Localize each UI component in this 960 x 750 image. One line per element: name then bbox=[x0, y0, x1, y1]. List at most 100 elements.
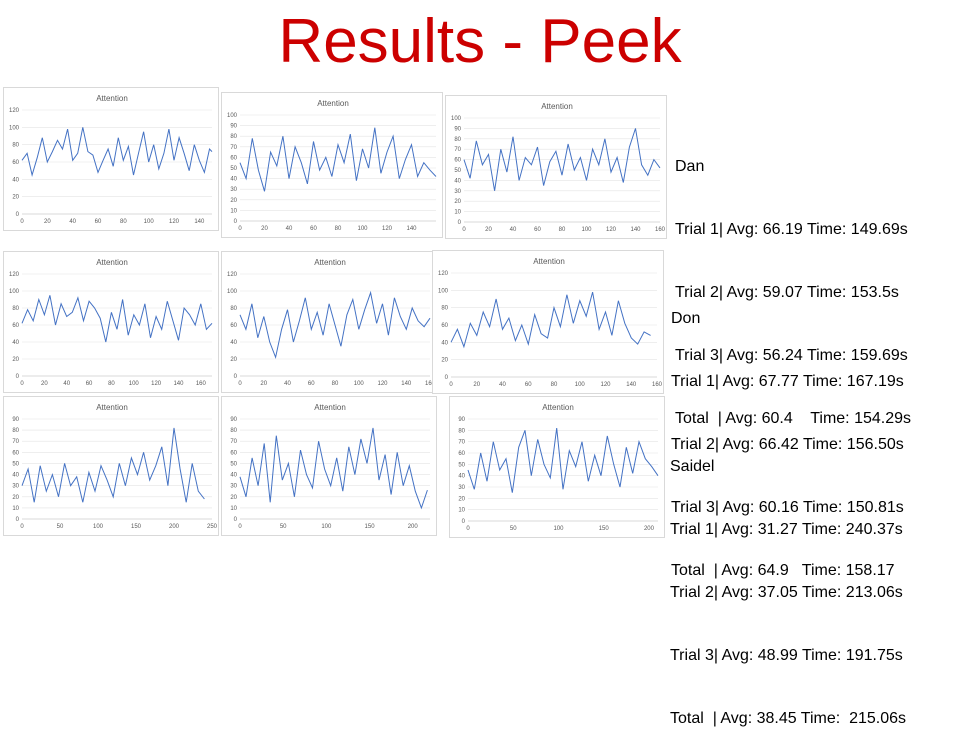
y-tick-label: 10 bbox=[12, 506, 19, 512]
y-tick-label: 70 bbox=[230, 145, 237, 151]
chart-svg: Attention 0 20 40 60 80 100 120 0 20 40 60 80 100 120 1… bbox=[227, 258, 436, 387]
y-tick-label: 80 bbox=[230, 428, 237, 434]
attention-series-line bbox=[21, 427, 205, 503]
chart-svg: Attention 0 20 40 60 80 100 120 0 20 40 60 80 100 120 1… bbox=[438, 257, 663, 388]
x-tick-label: 100 bbox=[553, 526, 564, 532]
x-tick-label: 0 bbox=[238, 226, 242, 232]
x-tick-label: 40 bbox=[63, 381, 70, 387]
x-tick-label: 120 bbox=[169, 219, 180, 225]
x-tick-label: 60 bbox=[534, 227, 541, 233]
x-tick-label: 20 bbox=[261, 226, 268, 232]
y-tick-label: 70 bbox=[458, 440, 465, 446]
y-tick-label: 80 bbox=[12, 143, 19, 149]
y-tick-label: 100 bbox=[9, 125, 20, 131]
y-tick-label: 100 bbox=[438, 288, 449, 294]
attention-series-line bbox=[239, 427, 428, 510]
chart-svg: Attention 0 10 20 30 40 50 60 70 80 90 0 50 100 150 200 bbox=[458, 403, 659, 532]
y-tick-label: 40 bbox=[458, 474, 465, 480]
x-tick-label: 60 bbox=[86, 381, 93, 387]
y-tick-label: 40 bbox=[230, 340, 237, 346]
attention-series-line bbox=[21, 127, 213, 177]
x-tick-label: 20 bbox=[41, 381, 48, 387]
y-tick-label: 20 bbox=[441, 358, 448, 364]
x-tick-label: 60 bbox=[310, 226, 317, 232]
y-tick-label: 70 bbox=[12, 439, 19, 445]
attention-series-line bbox=[239, 290, 431, 360]
y-tick-label: 70 bbox=[230, 439, 237, 445]
chart-title: Attention bbox=[96, 403, 128, 412]
person-name: Don bbox=[671, 310, 701, 327]
x-tick-label: 160 bbox=[196, 381, 207, 387]
attention-series-line bbox=[463, 128, 661, 191]
x-tick-label: 100 bbox=[575, 382, 586, 388]
x-tick-label: 40 bbox=[499, 382, 506, 388]
x-tick-label: 100 bbox=[129, 381, 140, 387]
x-tick-label: 0 bbox=[449, 382, 453, 388]
y-tick-label: 0 bbox=[458, 220, 462, 226]
x-tick-label: 0 bbox=[462, 227, 466, 233]
x-tick-label: 50 bbox=[57, 524, 64, 530]
total-line: Total | Avg: 38.45 Time: 215.06s bbox=[670, 710, 907, 727]
y-tick-label: 30 bbox=[12, 484, 19, 490]
trial-line: Trial 1| Avg: 67.77 Time: 167.19s bbox=[671, 373, 904, 390]
y-tick-label: 70 bbox=[454, 147, 461, 153]
y-tick-label: 80 bbox=[230, 306, 237, 312]
attention-chart-1: Attention 0 20 40 60 80 100 120 0 20 40 60 80 100 120 1… bbox=[3, 87, 219, 231]
chart-svg: Attention 0 20 40 60 80 100 120 0 20 40 60 80 100 120 1… bbox=[9, 94, 213, 225]
y-tick-label: 10 bbox=[230, 506, 237, 512]
y-tick-label: 100 bbox=[451, 116, 462, 122]
x-tick-label: 100 bbox=[93, 524, 104, 530]
y-tick-label: 0 bbox=[462, 519, 466, 525]
y-tick-label: 60 bbox=[230, 155, 237, 161]
total-line: Total | Avg: 60.4 Time: 154.29s bbox=[675, 410, 911, 427]
attention-chart-9: Attention 0 10 20 30 40 50 60 70 80 90 0 50 100 150 200 bbox=[449, 396, 665, 538]
x-tick-label: 0 bbox=[20, 219, 24, 225]
x-tick-label: 50 bbox=[280, 524, 287, 530]
trial-line: Trial 3| Avg: 48.99 Time: 191.75s bbox=[670, 647, 903, 664]
y-tick-label: 40 bbox=[12, 473, 19, 479]
x-tick-label: 60 bbox=[525, 382, 532, 388]
y-tick-label: 90 bbox=[230, 417, 237, 423]
x-tick-label: 150 bbox=[599, 526, 610, 532]
y-tick-label: 30 bbox=[458, 485, 465, 491]
attention-chart-8: Attention 0 10 20 30 40 50 60 70 80 90 0 50 100 150 200 bbox=[221, 396, 437, 536]
x-tick-label: 60 bbox=[95, 219, 102, 225]
y-tick-label: 120 bbox=[9, 108, 20, 114]
attention-chart-3: Attention 0 10 20 30 40 50 60 70 80 90 100 0 20 40 60 80… bbox=[445, 95, 667, 239]
y-tick-label: 0 bbox=[16, 374, 20, 380]
y-tick-label: 0 bbox=[445, 375, 449, 381]
person-name: Dan bbox=[675, 158, 705, 175]
y-tick-label: 20 bbox=[230, 357, 237, 363]
x-tick-label: 80 bbox=[335, 226, 342, 232]
y-tick-label: 100 bbox=[227, 289, 238, 295]
y-tick-label: 80 bbox=[12, 428, 19, 434]
y-tick-label: 20 bbox=[458, 496, 465, 502]
y-tick-label: 80 bbox=[12, 306, 19, 312]
y-tick-label: 30 bbox=[454, 189, 461, 195]
chart-title: Attention bbox=[314, 403, 346, 412]
y-tick-label: 20 bbox=[454, 199, 461, 205]
x-tick-label: 140 bbox=[401, 381, 412, 387]
y-tick-label: 50 bbox=[230, 461, 237, 467]
attention-series-line bbox=[450, 291, 651, 349]
x-tick-label: 200 bbox=[169, 524, 180, 530]
attention-chart-7: Attention 0 10 20 30 40 50 60 70 80 90 0 50 100 150 200… bbox=[3, 396, 219, 536]
x-tick-label: 160 bbox=[425, 381, 436, 387]
y-tick-label: 60 bbox=[230, 450, 237, 456]
y-tick-label: 90 bbox=[230, 124, 237, 130]
y-tick-label: 10 bbox=[230, 208, 237, 214]
stats-saidel: Saidel Trial 1| Avg: 31.27 Time: 240.37s… bbox=[670, 414, 906, 750]
x-tick-label: 80 bbox=[551, 382, 558, 388]
y-tick-label: 90 bbox=[454, 126, 461, 132]
chart-svg: Attention 0 10 20 30 40 50 60 70 80 90 100 0 20 40 60 80… bbox=[451, 102, 666, 233]
attention-chart-6: Attention 0 20 40 60 80 100 120 0 20 40 60 80 100 120 1… bbox=[432, 250, 664, 394]
y-tick-label: 10 bbox=[458, 508, 465, 514]
y-tick-label: 40 bbox=[230, 473, 237, 479]
x-tick-label: 0 bbox=[20, 381, 24, 387]
trial-line: Trial 2| Avg: 66.42 Time: 156.50s bbox=[671, 436, 904, 453]
y-tick-label: 30 bbox=[230, 484, 237, 490]
x-tick-label: 160 bbox=[655, 227, 666, 233]
y-tick-label: 40 bbox=[12, 177, 19, 183]
y-tick-label: 30 bbox=[230, 187, 237, 193]
y-tick-label: 50 bbox=[230, 166, 237, 172]
